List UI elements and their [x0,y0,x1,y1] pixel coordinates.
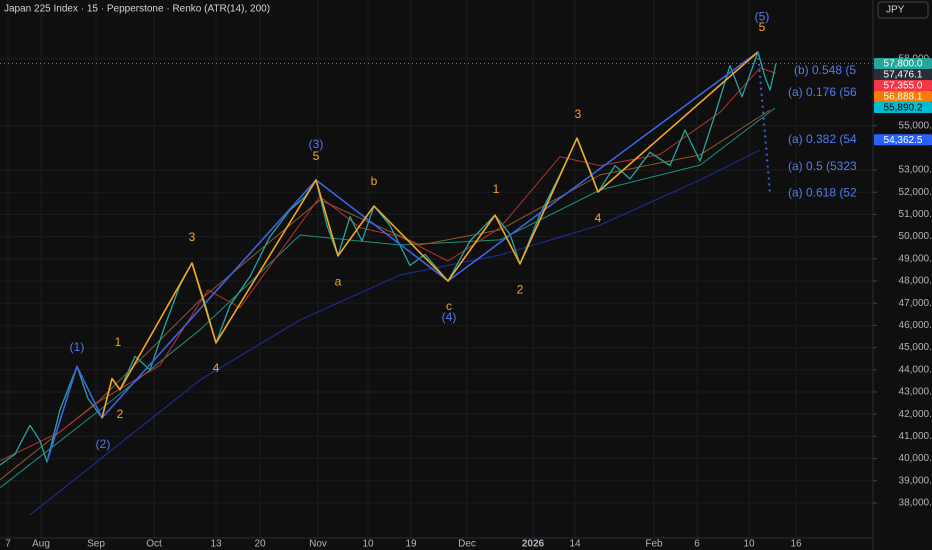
x-tick-label: 2026 [522,539,545,550]
y-tick-label: 42,000.0 [899,409,932,420]
chart-title: Japan 225 Index · 15 · Pepperstone · Ren… [4,4,270,15]
y-tick-label: 43,000.0 [899,387,932,398]
wave-label: 1 [115,335,122,349]
currency-button-label[interactable]: JPY [886,5,905,16]
wave-label: (5) [755,9,770,23]
y-tick-label: 51,000.0 [899,209,932,220]
price-label-box [874,68,932,80]
wave-label: (2) [96,437,111,451]
price-label: 54,362.5 [884,135,923,146]
price-label: 56,888.1 [884,92,923,103]
fib-label: (a) 0.618 (52 [788,185,857,199]
y-tick-label: 46,000.0 [899,320,932,331]
price-label-box [874,134,932,146]
price-label: 57,355.0 [884,81,923,92]
y-tick-label: 45,000.0 [899,342,932,353]
x-tick-label: 14 [569,539,581,550]
wave-label: 4 [213,361,220,375]
y-tick-label: 50,000.0 [899,231,932,242]
wave-label: b [371,174,378,188]
wave-label: (3) [309,137,324,151]
wave-label: 1 [493,182,500,196]
wave-label: 4 [595,211,602,225]
y-tick-label: 38,000.0 [899,498,932,509]
y-tick-label: 40,000.0 [899,453,932,464]
y-tick-label: 48,000.0 [899,276,932,287]
wave-label: 5 [759,20,766,34]
y-tick-label: 53,000.0 [899,165,932,176]
y-tick-label: 49,000.0 [899,253,932,264]
y-tick-label: 55,000.0 [899,120,932,131]
x-tick-label: 7 [5,539,11,550]
x-tick-label: 13 [210,539,222,550]
price-label-box [874,57,932,69]
x-tick-label: 6 [694,539,700,550]
wave-label: 3 [575,107,582,121]
axes: 38,000.0 39,000.0 40,000.0 41,000.0 42,000.0… [5,54,932,550]
wave-label: (1) [70,340,85,354]
wave-label: a [335,274,342,288]
x-tick-label: 19 [405,539,417,550]
price-label-box [874,90,932,102]
wave-label: c [446,299,452,313]
series-line [101,51,759,419]
price-label: 55,890.2 [884,103,923,114]
x-tick-label: Aug [32,539,50,550]
price-label: 57,800.0 [884,59,923,70]
x-tick-label: 20 [254,539,266,550]
x-tick-label: 16 [790,539,802,550]
fib-label: (a) 0.5 (5323 [788,159,857,173]
grid [0,0,873,538]
wave-label: (4) [442,310,457,324]
y-tick-label: 39,000.0 [899,475,932,486]
x-tick-label: Nov [309,539,327,550]
price-label: 57,476.1 [884,70,923,81]
wave-label: 2 [117,407,124,421]
currency-button[interactable] [877,1,929,19]
x-tick-label: 10 [362,539,374,550]
y-tick-label: 47,000.0 [899,298,932,309]
fib-label: (b) 0.548 (5 [794,63,856,77]
wave-label: 3 [189,230,196,244]
wave-label: 5 [313,149,320,163]
x-tick-label: Sep [87,539,105,550]
wave-label: 2 [517,282,524,296]
x-tick-label: Dec [458,539,476,550]
x-tick-label: Feb [645,539,663,550]
y-tick-label: 44,000.0 [899,364,932,375]
x-tick-label: Oct [146,539,162,550]
x-tick-label: 10 [743,539,755,550]
series-line [46,51,759,463]
price-label-box [874,101,932,113]
y-tick-label: 41,000.0 [899,431,932,442]
fib-label: (a) 0.382 (54 [788,132,857,146]
fib-label: (a) 0.176 (56 [788,85,857,99]
y-tick-label: 52,000.0 [899,187,932,198]
price-label-box [874,79,932,91]
series-line [29,149,761,516]
